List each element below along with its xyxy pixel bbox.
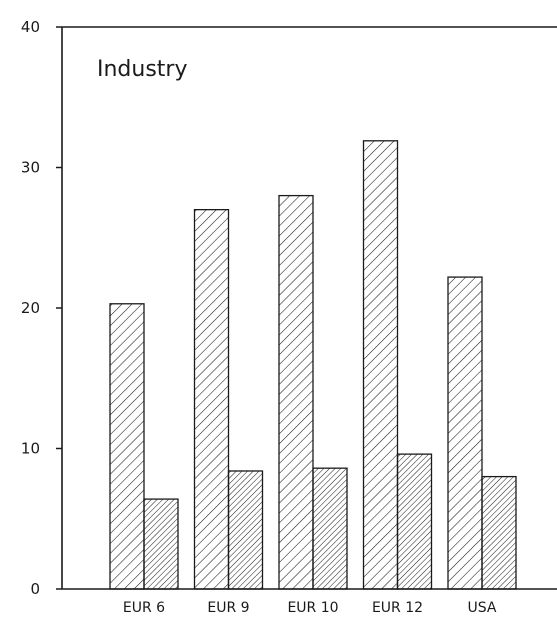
bar-series-2-eur-10 — [312, 467, 348, 590]
x-category-label: USA — [468, 600, 497, 616]
y-tick-label: 10 — [21, 440, 40, 458]
y-tick-label: 20 — [21, 299, 40, 317]
bar-series-2-usa — [481, 475, 517, 590]
bar-series-1-eur-10 — [278, 194, 314, 590]
bar-series-2-eur-12 — [396, 453, 433, 590]
y-tick-label: 40 — [21, 18, 40, 36]
x-category-label: EUR 12 — [372, 600, 423, 616]
bar-series-1-eur-12 — [362, 140, 399, 590]
x-category-label: EUR 6 — [123, 600, 165, 616]
chart-title: Industry — [97, 57, 188, 82]
bar-series-2-eur-9 — [227, 470, 264, 590]
x-category-label: EUR 10 — [287, 600, 338, 616]
y-tick-label: 0 — [30, 580, 40, 598]
bar-series-1-usa — [447, 276, 483, 590]
bar-series-1-eur-9 — [193, 208, 230, 590]
x-category-label: EUR 9 — [207, 600, 249, 616]
bar-series-1-eur-6 — [109, 303, 145, 590]
y-tick-label: 30 — [21, 159, 40, 177]
bar-series-2-eur-6 — [143, 498, 179, 590]
